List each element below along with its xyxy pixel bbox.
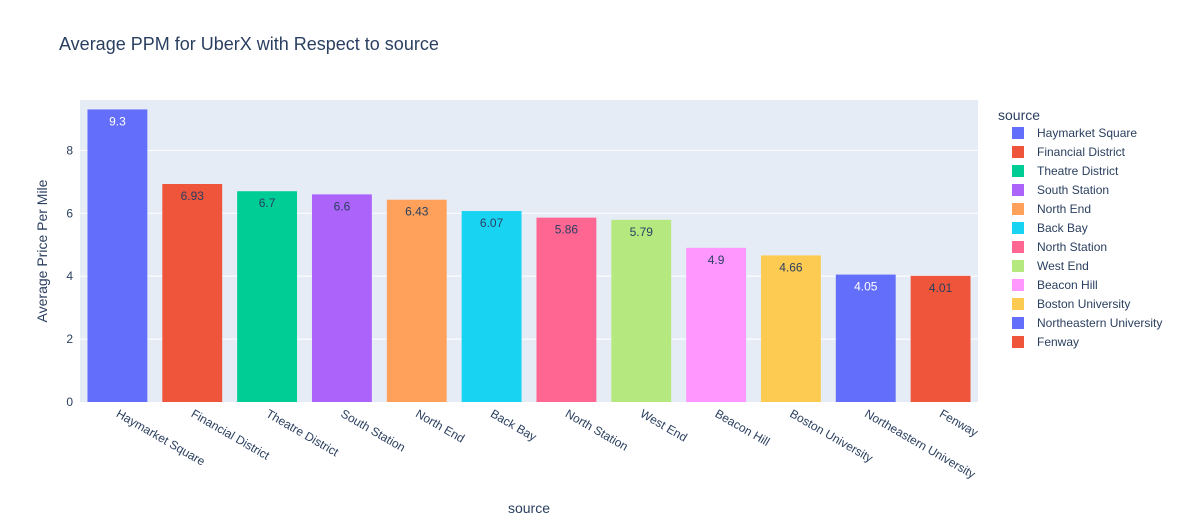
bar — [237, 191, 298, 402]
legend-label: South Station — [1037, 183, 1109, 197]
bars — [87, 109, 971, 402]
legend-swatch — [1012, 241, 1024, 253]
bar — [461, 211, 522, 402]
legend-item[interactable]: Financial District — [1012, 145, 1126, 159]
bar — [760, 255, 821, 402]
bar-value-label: 5.86 — [555, 223, 579, 237]
y-tick-label: 8 — [66, 143, 73, 157]
bar-value-label: 6.07 — [480, 216, 504, 230]
x-tick-label: North End — [413, 406, 467, 445]
bar-value-label: 4.66 — [779, 260, 803, 274]
bar — [835, 274, 896, 402]
bar — [87, 109, 148, 402]
legend-swatch — [1012, 298, 1024, 310]
legend-item[interactable]: North End — [1012, 202, 1091, 216]
legend-swatch — [1012, 336, 1024, 348]
x-tick-label: Boston University — [787, 406, 875, 465]
legend-label: West End — [1037, 259, 1089, 273]
x-tick-label: West End — [638, 406, 690, 444]
legend-item[interactable]: Northeastern University — [1012, 316, 1162, 330]
y-tick-label: 4 — [66, 269, 73, 283]
x-tick-label: Theatre District — [264, 406, 342, 459]
gridlines — [80, 149, 978, 340]
bar-value-label: 5.79 — [630, 225, 654, 239]
x-tick-label: South Station — [338, 406, 407, 454]
y-tick-label: 2 — [66, 332, 73, 346]
legend-item[interactable]: Back Bay — [1012, 221, 1088, 235]
y-axis-ticks: 0 2 4 6 8 — [66, 143, 73, 409]
legend: source Haymarket Square Financial Distric… — [998, 107, 1162, 349]
bar — [536, 217, 597, 402]
bar — [162, 183, 223, 402]
bar-value-label: 6.7 — [259, 196, 276, 210]
legend-label: Boston University — [1037, 297, 1130, 311]
chart-title: Average PPM for UberX with Respect to so… — [59, 34, 439, 54]
legend-label: Financial District — [1037, 145, 1126, 159]
legend-item[interactable]: West End — [1012, 259, 1089, 273]
bar-value-label: 6.43 — [405, 205, 429, 219]
bar-value-label: 4.05 — [854, 280, 878, 294]
bar-value-label: 4.01 — [929, 281, 953, 295]
bar — [311, 194, 372, 402]
legend-label: Northeastern University — [1037, 316, 1162, 330]
x-tick-label: Beacon Hill — [713, 406, 773, 448]
legend-item[interactable]: Beacon Hill — [1012, 278, 1098, 292]
legend-item[interactable]: Haymarket Square — [1012, 126, 1137, 140]
legend-label: Theatre District — [1037, 164, 1119, 178]
bar — [386, 199, 447, 402]
legend-label: Beacon Hill — [1037, 278, 1098, 292]
legend-label: North Station — [1037, 240, 1107, 254]
legend-label: North End — [1037, 202, 1091, 216]
legend-item[interactable]: Boston University — [1012, 297, 1130, 311]
legend-items: Haymarket Square Financial District Theatr… — [1012, 126, 1162, 349]
legend-swatch — [1012, 146, 1024, 158]
legend-swatch — [1012, 279, 1024, 291]
bar-data-labels: 9.3 6.93 6.7 6.6 6.43 6.07 5.86 5.79 4.9 4.66 4.05… — [109, 114, 953, 294]
legend-item[interactable]: North Station — [1012, 240, 1107, 254]
y-tick-label: 6 — [66, 206, 73, 220]
legend-label: Back Bay — [1037, 221, 1088, 235]
legend-swatch — [1012, 317, 1024, 329]
legend-swatch — [1012, 203, 1024, 215]
legend-label: Fenway — [1037, 335, 1079, 349]
y-axis-title: Average Price Per Mile — [34, 179, 50, 322]
bar — [611, 219, 672, 402]
legend-item[interactable]: South Station — [1012, 183, 1109, 197]
legend-label: Haymarket Square — [1037, 126, 1137, 140]
bar — [910, 275, 971, 402]
x-tick-label: North Station — [563, 406, 631, 453]
bar-value-label: 6.6 — [334, 199, 351, 213]
legend-swatch — [1012, 165, 1024, 177]
legend-item[interactable]: Fenway — [1012, 335, 1079, 349]
legend-title: source — [998, 107, 1040, 123]
bar-value-label: 9.3 — [109, 114, 126, 128]
legend-swatch — [1012, 222, 1024, 234]
legend-swatch — [1012, 260, 1024, 272]
x-tick-label: Back Bay — [488, 406, 539, 443]
bar — [686, 247, 747, 402]
legend-swatch — [1012, 127, 1024, 139]
y-tick-label: 0 — [66, 395, 73, 409]
legend-swatch — [1012, 184, 1024, 196]
x-tick-label: Fenway — [937, 406, 980, 439]
legend-item[interactable]: Theatre District — [1012, 164, 1119, 178]
bar-value-label: 4.9 — [708, 253, 725, 267]
bar-value-label: 6.93 — [181, 189, 205, 203]
x-axis-title: source — [508, 500, 550, 516]
